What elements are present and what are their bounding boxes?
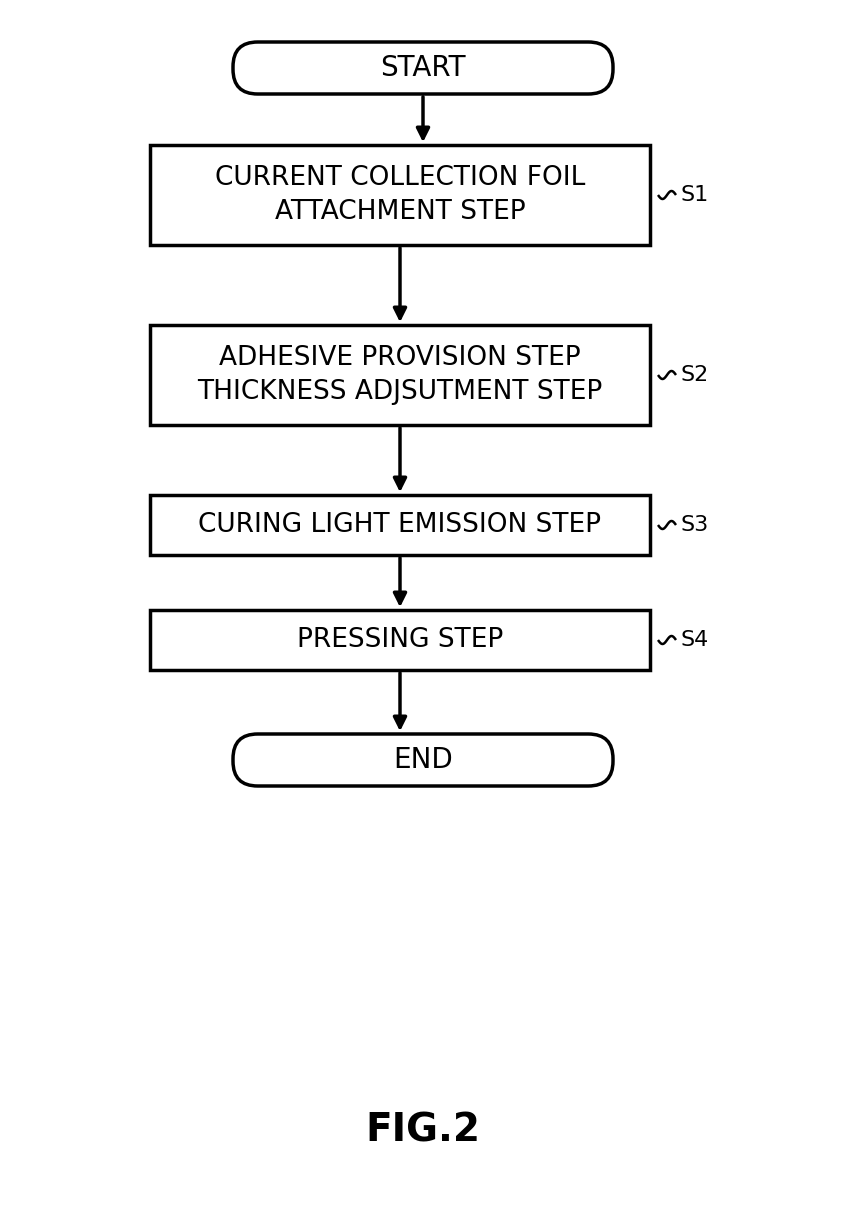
Text: S4: S4	[680, 630, 708, 650]
Bar	[150, 610, 650, 670]
Text: S2: S2	[680, 365, 708, 385]
Text: CURRENT COLLECTION FOIL
ATTACHMENT STEP: CURRENT COLLECTION FOIL ATTACHMENT STEP	[215, 165, 585, 225]
Text: START: START	[380, 54, 466, 82]
Text: PRESSING STEP: PRESSING STEP	[297, 628, 503, 653]
Text: S1: S1	[680, 186, 708, 205]
Text: CURING LIGHT EMISSION STEP: CURING LIGHT EMISSION STEP	[199, 512, 602, 538]
FancyBboxPatch shape	[233, 42, 613, 94]
Text: FIG.2: FIG.2	[365, 1111, 481, 1149]
Bar	[150, 495, 650, 556]
Bar	[150, 325, 650, 425]
Text: ADHESIVE PROVISION STEP
THICKNESS ADJSUTMENT STEP: ADHESIVE PROVISION STEP THICKNESS ADJSUT…	[197, 346, 602, 405]
Bar	[150, 145, 650, 245]
FancyBboxPatch shape	[233, 734, 613, 786]
Text: END: END	[393, 746, 453, 774]
Text: S3: S3	[680, 515, 708, 535]
